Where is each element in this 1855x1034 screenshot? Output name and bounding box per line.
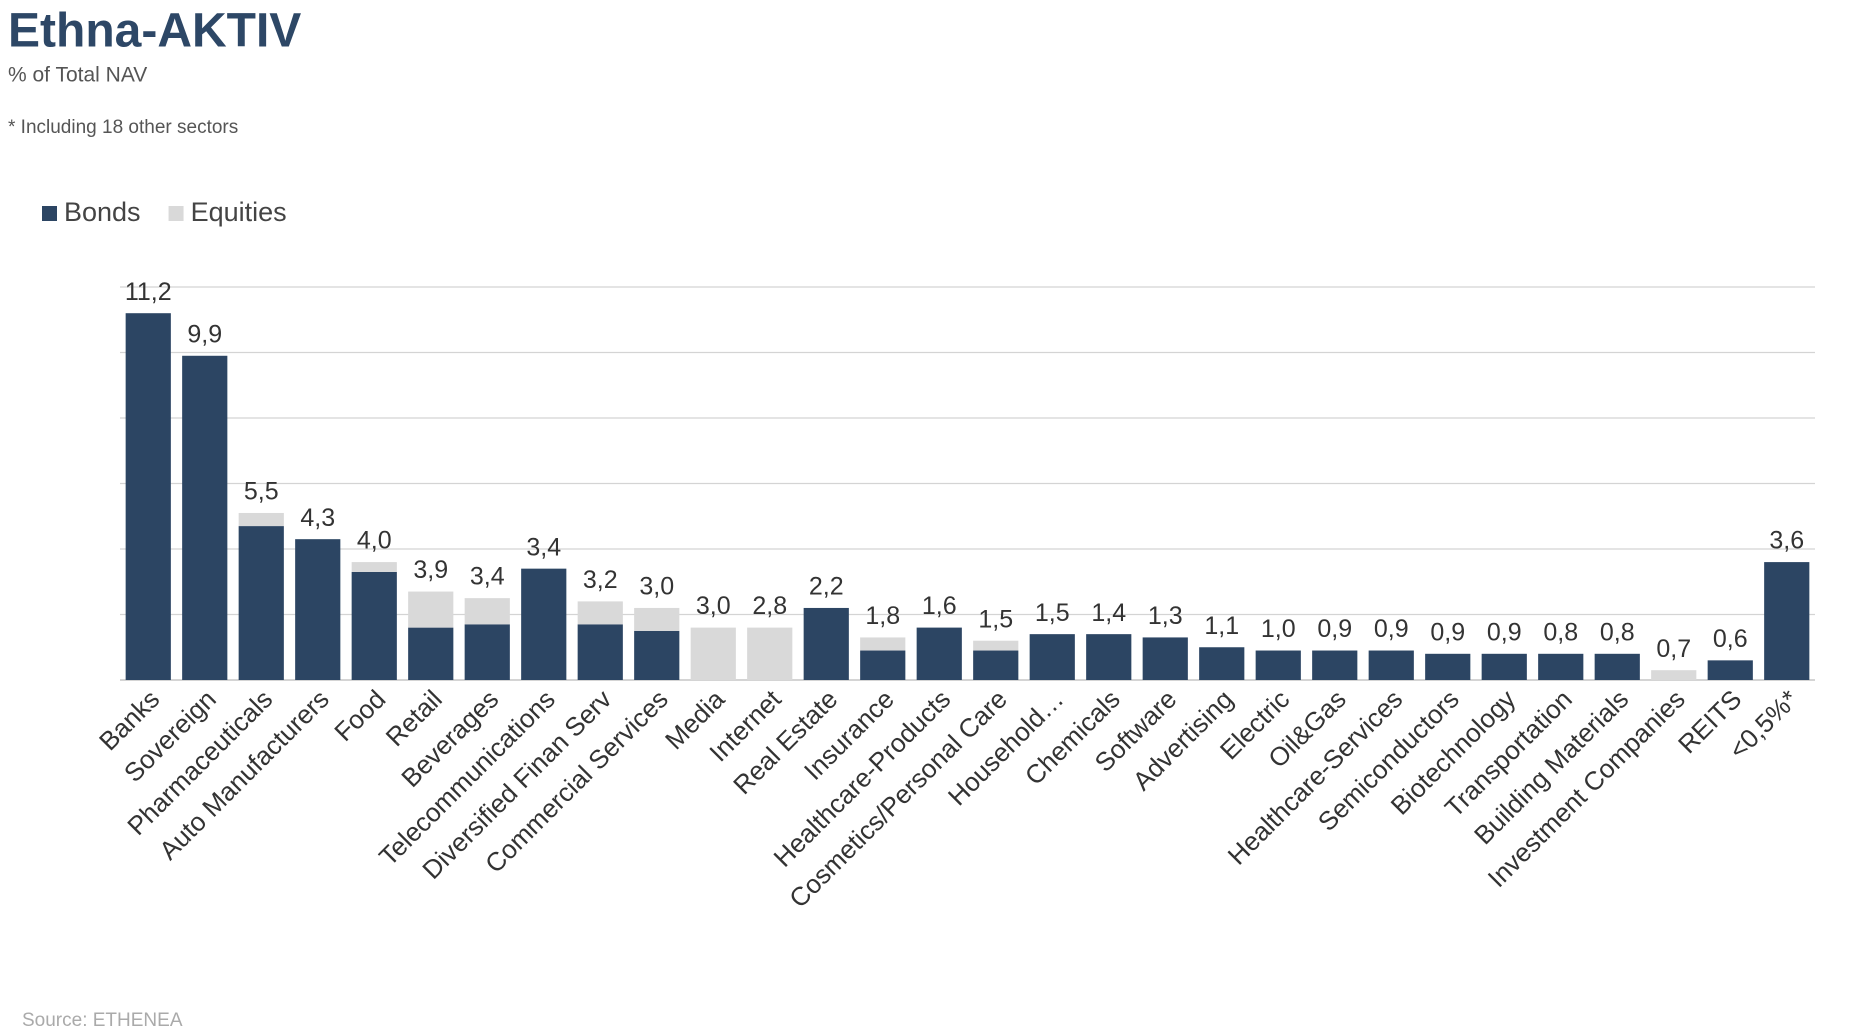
bar-segment xyxy=(747,627,793,680)
bar-segment xyxy=(1425,653,1471,680)
bar-segment xyxy=(803,607,849,680)
data-label: 0,8 xyxy=(1600,618,1635,646)
bar-segment xyxy=(1707,660,1753,680)
bar-segment xyxy=(973,640,1019,651)
chart-title: Ethna-AKTIV xyxy=(8,5,301,58)
bar-segment xyxy=(1142,637,1188,680)
bar-segment xyxy=(973,650,1019,680)
bar-segment xyxy=(408,627,454,680)
bar-segment xyxy=(634,607,680,631)
bar-segment xyxy=(238,526,284,680)
bar-segment xyxy=(464,624,510,680)
bar-segment xyxy=(1538,653,1584,680)
data-label: 0,9 xyxy=(1430,618,1465,646)
bar-segment xyxy=(351,562,397,572)
legend-swatch xyxy=(168,206,184,221)
bar-segment xyxy=(521,568,567,680)
chart-subtitle: % of Total NAV xyxy=(8,64,147,87)
bar-segment xyxy=(1029,634,1075,680)
data-label: 0,8 xyxy=(1543,618,1578,646)
bar-segment xyxy=(125,313,171,680)
data-label: 3,2 xyxy=(583,566,618,594)
data-label: 3,6 xyxy=(1769,527,1804,555)
data-label: 9,9 xyxy=(187,320,222,348)
data-label: 1,3 xyxy=(1148,602,1183,630)
data-label: 4,3 xyxy=(300,504,335,532)
data-label: 0,9 xyxy=(1317,615,1352,643)
bar-segment xyxy=(1199,647,1245,680)
data-label: 11,2 xyxy=(125,278,172,306)
data-label: 0,9 xyxy=(1487,618,1522,646)
data-label: 0,9 xyxy=(1374,615,1409,643)
bar-segment xyxy=(1312,650,1358,680)
bar-segment xyxy=(577,601,623,625)
bar-segment xyxy=(1368,650,1414,680)
bar-segment xyxy=(860,637,906,651)
bar-segment xyxy=(464,598,510,625)
bar-segment xyxy=(1594,653,1640,680)
data-label: 3,4 xyxy=(470,563,505,591)
data-label: 2,2 xyxy=(809,573,844,601)
bar-segment xyxy=(690,627,736,680)
data-label: 2,8 xyxy=(752,592,787,620)
data-label: 5,5 xyxy=(244,478,279,506)
x-tick-label: Food xyxy=(328,684,391,747)
legend-swatch xyxy=(42,206,57,221)
bar-segment xyxy=(351,571,397,680)
data-label: 0,6 xyxy=(1713,625,1748,653)
data-label: 1,5 xyxy=(978,605,1013,633)
bar-segment xyxy=(182,355,228,680)
bar-segment xyxy=(1651,670,1697,680)
data-label: 1,5 xyxy=(1035,599,1070,627)
legend-label: Equities xyxy=(191,197,287,227)
data-label: 1,1 xyxy=(1204,612,1239,640)
data-label: 0,7 xyxy=(1656,635,1691,663)
chart-source: Source: ETHENEA xyxy=(22,1010,183,1031)
bar-segment xyxy=(916,627,962,680)
data-label: 3,4 xyxy=(526,533,561,561)
bar-segment xyxy=(238,512,284,527)
data-label: 3,0 xyxy=(696,592,731,620)
bar-segment xyxy=(408,591,454,628)
legend-label: Bonds xyxy=(64,197,141,227)
bar-segment xyxy=(634,630,680,680)
data-label: 3,0 xyxy=(639,573,674,601)
bar-segment xyxy=(1481,653,1527,680)
data-label: 1,6 xyxy=(922,592,957,620)
bar-segment xyxy=(577,624,623,680)
data-label: 1,8 xyxy=(865,602,900,630)
data-label: 1,0 xyxy=(1261,615,1296,643)
bar-segment xyxy=(860,650,906,680)
data-label: 1,4 xyxy=(1091,599,1126,627)
chart-note: * Including 18 other sectors xyxy=(8,117,238,138)
bar-segment xyxy=(295,539,341,680)
data-label: 4,0 xyxy=(357,527,392,555)
bar-segment xyxy=(1764,562,1810,680)
data-label: 3,9 xyxy=(413,556,448,584)
bar-segment xyxy=(1086,634,1132,680)
bar-segment xyxy=(1255,650,1301,680)
